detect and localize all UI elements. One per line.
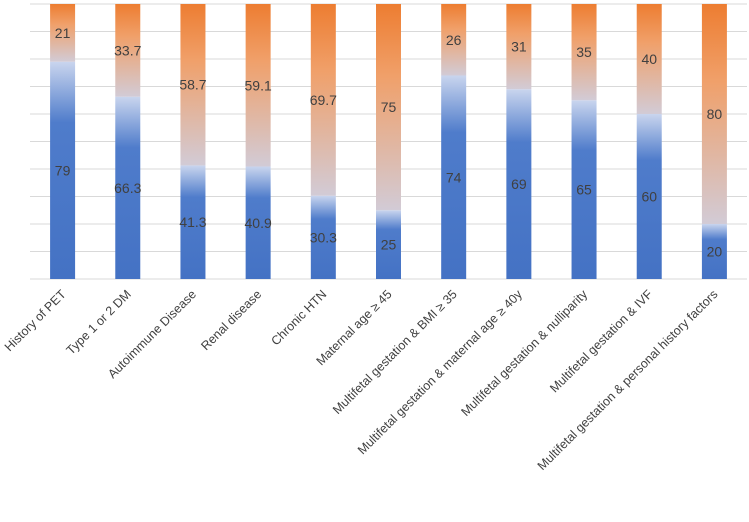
- data-label-bottom: 30.3: [310, 229, 337, 245]
- data-label-top: 21: [55, 25, 71, 41]
- category-tick-label: Multifetal gestation & nulliparity: [458, 287, 590, 419]
- category-tick-label: History of PET: [2, 287, 69, 354]
- data-label-top: 69.7: [310, 92, 337, 108]
- data-label-top: 26: [446, 32, 462, 48]
- bar-top-segment: [50, 4, 76, 62]
- bar-bottom-segment: [701, 224, 727, 279]
- data-label-bottom: 60: [641, 189, 657, 205]
- data-label-bottom: 25: [381, 237, 397, 253]
- bar-bottom-segment: [571, 100, 597, 279]
- data-label-bottom: 65: [576, 182, 592, 198]
- bar-top-segment: [506, 4, 532, 90]
- bar-bottom-segment: [441, 75, 467, 279]
- data-labels: 79 21 66.3 33.7 41.3 58.7 40.9 59.1 30.3 69.7 25 75…: [55, 25, 723, 260]
- data-label-bottom: 40.9: [245, 215, 272, 231]
- bar-bottom-segment: [636, 114, 662, 279]
- data-label-top: 59.1: [245, 77, 272, 93]
- data-label-top: 58.7: [179, 77, 206, 93]
- data-label-top: 40: [641, 51, 657, 67]
- data-label-top: 75: [381, 99, 397, 115]
- data-label-bottom: 69: [511, 176, 527, 192]
- data-label-bottom: 20: [707, 244, 723, 260]
- data-label-bottom: 66.3: [114, 180, 141, 196]
- bar-bottom-segment: [310, 195, 336, 279]
- bar-top-segment: [245, 4, 271, 167]
- data-label-bottom: 41.3: [179, 214, 206, 230]
- bars: [50, 4, 727, 279]
- bar-top-segment: [310, 4, 336, 196]
- category-tick-label: Chronic HTN: [268, 287, 329, 348]
- bar-top-segment: [441, 4, 467, 76]
- bar-top-segment: [636, 4, 662, 114]
- bar-bottom-segment: [376, 210, 401, 279]
- bar-bottom-segment: [506, 89, 532, 279]
- bar-top-segment: [115, 4, 141, 97]
- category-tick-label: Multifetal gestation & BMI ≥ 35: [330, 287, 460, 417]
- data-label-top: 33.7: [114, 42, 141, 58]
- bar-bottom-segment: [50, 61, 76, 279]
- bar-top-segment: [376, 4, 401, 211]
- data-label-bottom: 74: [446, 169, 462, 185]
- bar-bottom-segment: [115, 96, 141, 279]
- bar-top-segment: [571, 4, 597, 101]
- category-tick-label: Type 1 or 2 DM: [64, 287, 134, 357]
- bar-top-segment: [180, 4, 206, 166]
- bar-bottom-segment: [180, 165, 206, 279]
- data-label-bottom: 79: [55, 162, 71, 178]
- category-tick-label: Renal disease: [198, 287, 264, 353]
- data-label-top: 35: [576, 44, 592, 60]
- bar-top-segment: [701, 4, 727, 224]
- data-label-top: 80: [707, 106, 723, 122]
- data-label-top: 31: [511, 39, 527, 55]
- bar-bottom-segment: [245, 166, 271, 279]
